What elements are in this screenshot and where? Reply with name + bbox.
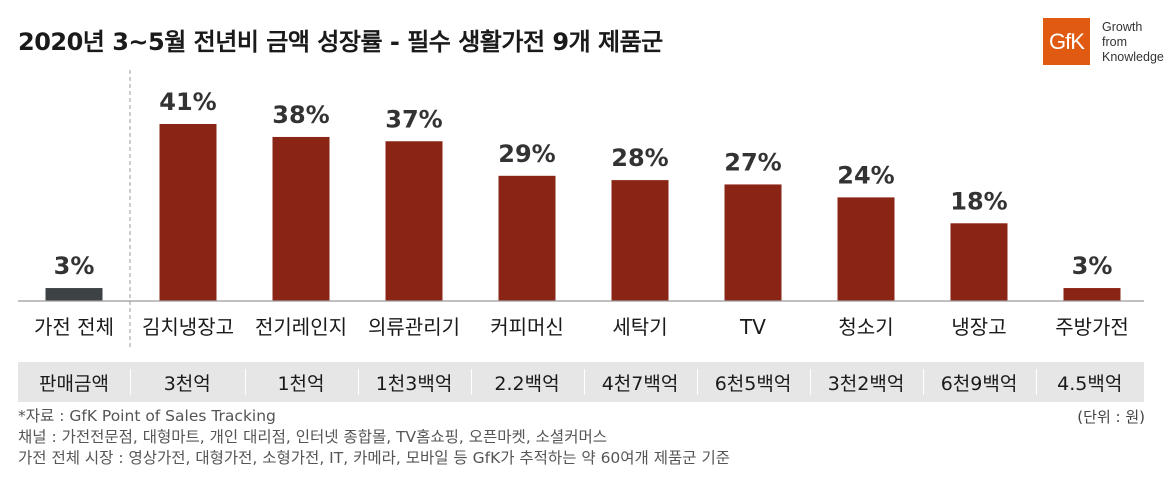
tagline-line: Knowledge: [1102, 50, 1164, 64]
bar-8: [837, 197, 895, 301]
value-label: 38%: [272, 101, 329, 129]
sales-value: 2.2백억: [494, 372, 560, 395]
sales-value: 1천3백억: [375, 372, 453, 395]
sales-value: 6천5백억: [714, 372, 792, 395]
gfk-logo: GfK: [1043, 18, 1090, 65]
bar-6: [611, 180, 669, 301]
category-label: 가전 전체: [34, 315, 114, 339]
sales-value: 3천억: [163, 372, 211, 395]
category-label: 의류관리기: [368, 315, 460, 339]
sales-value: 6천9백억: [940, 372, 1018, 395]
value-label: 3%: [54, 252, 95, 280]
sales-separator: [470, 369, 472, 395]
category-label: 냉장고: [951, 315, 1006, 339]
sales-separator: [922, 369, 924, 395]
category-label: 김치냉장고: [142, 315, 234, 339]
source-line: *자료 : GfK Point of Sales Tracking: [18, 407, 276, 425]
sales-value: 4.5백억: [1057, 372, 1123, 395]
value-label: 28%: [611, 144, 668, 172]
unit-note: (단위 : 원): [1077, 408, 1145, 426]
page-title: 2020년 3~5월 전년비 금액 성장률 - 필수 생활가전 9개 제품군: [18, 28, 663, 56]
scope-line: 가전 전체 시장 : 영상가전, 대형가전, 소형가전, IT, 카메라, 모바…: [18, 449, 730, 467]
sales-separator: [809, 369, 811, 395]
bar-9: [950, 223, 1008, 301]
sales-row-band: [18, 362, 1144, 402]
bar-5: [498, 175, 556, 301]
category-label: 전기레인지: [255, 315, 347, 339]
value-label: 29%: [498, 140, 555, 168]
sales-header: 판매금액: [39, 372, 109, 395]
value-label: 27%: [724, 148, 781, 176]
tagline-line: from: [1102, 35, 1127, 49]
sales-separator: [244, 369, 246, 395]
bar-4: [385, 141, 443, 301]
source-notes: *자료 : GfK Point of Sales Tracking 채널 : 가…: [18, 406, 730, 469]
category-label: 주방가전: [1055, 315, 1129, 339]
sales-separator: [357, 369, 359, 395]
sales-separator: [130, 369, 131, 395]
channel-line: 채널 : 가전전문점, 대형마트, 개인 대리점, 인터넷 종합몰, TV홈쇼핑…: [18, 428, 607, 446]
bar-1: [45, 288, 103, 301]
sales-separator: [1035, 369, 1037, 395]
sales-value: 3천2백억: [827, 372, 905, 395]
category-label: 세탁기: [612, 315, 667, 339]
category-label: 청소기: [838, 315, 893, 339]
value-label: 24%: [837, 161, 894, 189]
category-label: TV: [739, 315, 766, 339]
value-label: 18%: [950, 187, 1007, 215]
category-label: 커피머신: [490, 315, 564, 339]
sales-value: 4천7백억: [601, 372, 679, 395]
bar-3: [272, 136, 330, 301]
bar-7: [724, 184, 782, 301]
value-label: 37%: [385, 105, 442, 133]
bars-layer: 3% 가전 전체 41% 김치냉장고 38% 전기레인지 37% 의류관리기 29% 커피머신 28…: [34, 88, 1129, 339]
logo-tagline: Growth from Knowledge: [1102, 20, 1164, 65]
bar-10: [1063, 288, 1121, 301]
tagline-line: Growth: [1102, 20, 1143, 34]
sales-separator: [583, 369, 585, 395]
bar-2: [159, 124, 217, 301]
value-label: 41%: [159, 88, 216, 116]
value-label: 3%: [1072, 252, 1113, 280]
sales-separator: [696, 369, 698, 395]
sales-value: 1천억: [277, 372, 325, 395]
